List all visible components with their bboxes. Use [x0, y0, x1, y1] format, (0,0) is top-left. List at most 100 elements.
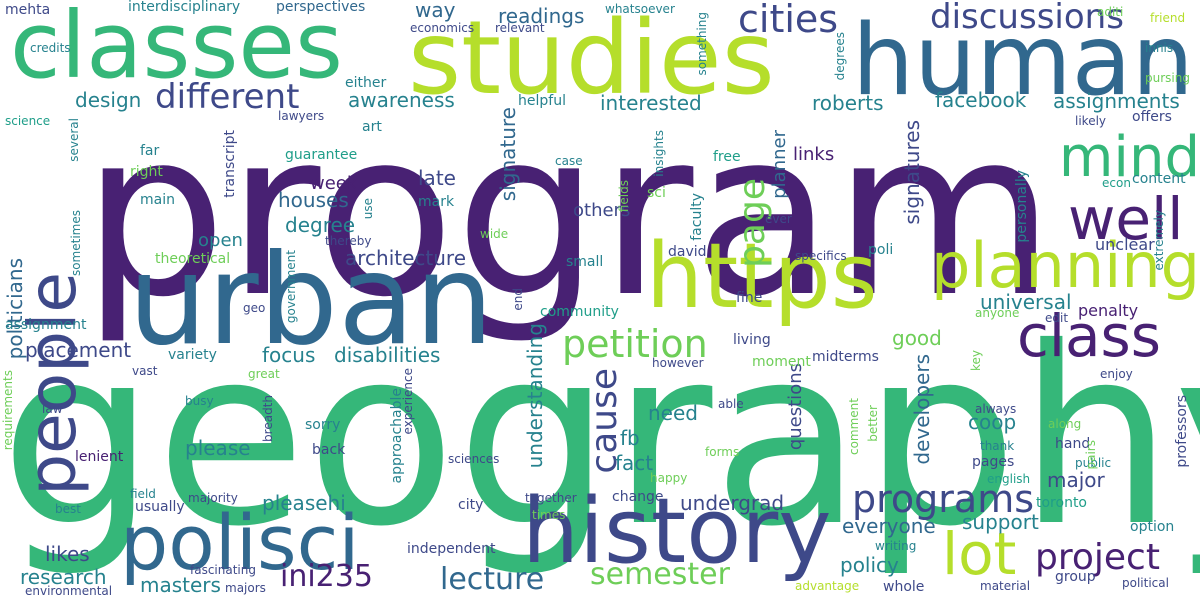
word-city: city — [458, 497, 484, 513]
word-mind: mind — [1058, 125, 1200, 190]
word-toronto: toronto — [1036, 495, 1087, 511]
word-pleasehi: pleasehi — [262, 491, 346, 515]
word-sci: sci — [647, 185, 666, 201]
word-case: case — [555, 154, 583, 168]
word-thank: thank — [980, 439, 1015, 453]
word-studies: studies — [408, 0, 775, 118]
word-mehta: mehta — [5, 2, 51, 18]
word-times: times — [532, 508, 566, 522]
word-masters: masters — [140, 573, 221, 597]
word-signature: signature — [496, 107, 520, 202]
word-professors: professors — [1174, 395, 1190, 468]
word-innis: innis — [1145, 41, 1174, 55]
word-pages: pages — [972, 454, 1015, 470]
word-edit: edit — [1045, 311, 1069, 325]
word-several: several — [67, 118, 81, 162]
word-able: able — [718, 397, 744, 411]
word-roberts: roberts — [812, 91, 884, 115]
word-helpful: helpful — [518, 93, 566, 109]
word-david: david — [668, 244, 707, 260]
word-law: law — [42, 402, 63, 416]
word-transcript: transcript — [222, 130, 238, 198]
word-small: small — [566, 254, 604, 270]
word-penalty: penalty — [1078, 301, 1139, 320]
word-planner: planner — [769, 130, 790, 199]
word-lawyers: lawyers — [278, 109, 325, 123]
word-variety: variety — [168, 347, 217, 363]
word-fb: fb — [620, 426, 640, 450]
word-assignments: assignments — [1053, 89, 1180, 113]
word-disabilities: disabilities — [334, 343, 441, 367]
word-guarantee: guarantee — [285, 147, 358, 163]
word-support: support — [962, 510, 1039, 534]
word-fact: fact — [615, 451, 654, 475]
word-please: please — [185, 436, 251, 460]
word-project: project — [1035, 537, 1160, 578]
word-planning: planning — [930, 229, 1200, 302]
word-hand: hand — [1055, 436, 1091, 452]
word-however: however — [652, 356, 704, 370]
word-main: main — [140, 192, 175, 208]
word-group: group — [1055, 569, 1096, 585]
word-anyone: anyone — [975, 306, 1020, 320]
word-comment: comment — [847, 398, 861, 456]
word-something: something — [695, 12, 709, 76]
word-best: best — [55, 502, 81, 516]
word-geo: geo — [243, 301, 266, 315]
word-fields: fields — [617, 180, 631, 213]
word-living: living — [733, 332, 771, 348]
word-whatsoever: whatsoever — [605, 2, 675, 16]
word-program: program — [82, 81, 1056, 347]
word-right: right — [130, 164, 163, 180]
word-major: major — [1047, 468, 1105, 492]
word-human: human — [852, 4, 1194, 118]
word-far: far — [140, 143, 160, 159]
word-undergrad: undergrad — [680, 491, 785, 515]
word-great: great — [248, 367, 280, 381]
word-majority: majority — [188, 491, 238, 505]
word-focus: focus — [262, 343, 316, 367]
word-fine: fine — [736, 290, 763, 306]
word-option: option — [1130, 519, 1175, 535]
word-design: design — [75, 88, 142, 112]
word-advantage: advantage — [795, 579, 860, 593]
word-midterms: midterms — [812, 349, 879, 365]
word-forms: forms — [705, 445, 740, 459]
word-sometimes: sometimes — [69, 210, 83, 277]
word-enjoy: enjoy — [1100, 367, 1133, 381]
word-petition: petition — [562, 322, 708, 366]
word-way: way — [415, 0, 456, 22]
word-facebook: facebook — [935, 88, 1027, 112]
word-politicians: politicians — [3, 258, 27, 360]
word-offers: offers — [1132, 109, 1172, 125]
word-happy: happy — [650, 471, 688, 485]
word-wide: wide — [480, 227, 509, 241]
word-material: material — [980, 579, 1031, 593]
word-good: good — [892, 326, 942, 350]
word-degrees: degrees — [833, 32, 847, 81]
word-specifics: specifics — [795, 249, 847, 263]
word-others: others — [573, 200, 631, 221]
word-cities: cities — [738, 0, 839, 41]
word-class: class — [1017, 302, 1161, 370]
word-research: research — [20, 565, 107, 589]
word-vast: vast — [132, 364, 158, 378]
word-unclear: unclear — [1095, 235, 1155, 254]
word-likely: likely — [1075, 114, 1107, 128]
word-late: late — [418, 166, 456, 190]
word-writing: writing — [875, 539, 917, 553]
word-personally: personally — [1014, 170, 1030, 243]
word-need: need — [648, 401, 698, 425]
word-credits: credits — [30, 41, 71, 55]
word-art: art — [362, 119, 382, 135]
word-use: use — [361, 198, 375, 220]
word-content: content — [1132, 171, 1186, 187]
word-developers: developers — [910, 354, 934, 465]
word-houses: houses — [278, 188, 349, 212]
word-back: back — [312, 442, 346, 458]
word-political: political — [1122, 576, 1169, 590]
word-aditi: aditi — [1097, 5, 1124, 19]
word-pursing: pursing — [1145, 71, 1190, 85]
word-lot: lot — [942, 520, 1017, 588]
